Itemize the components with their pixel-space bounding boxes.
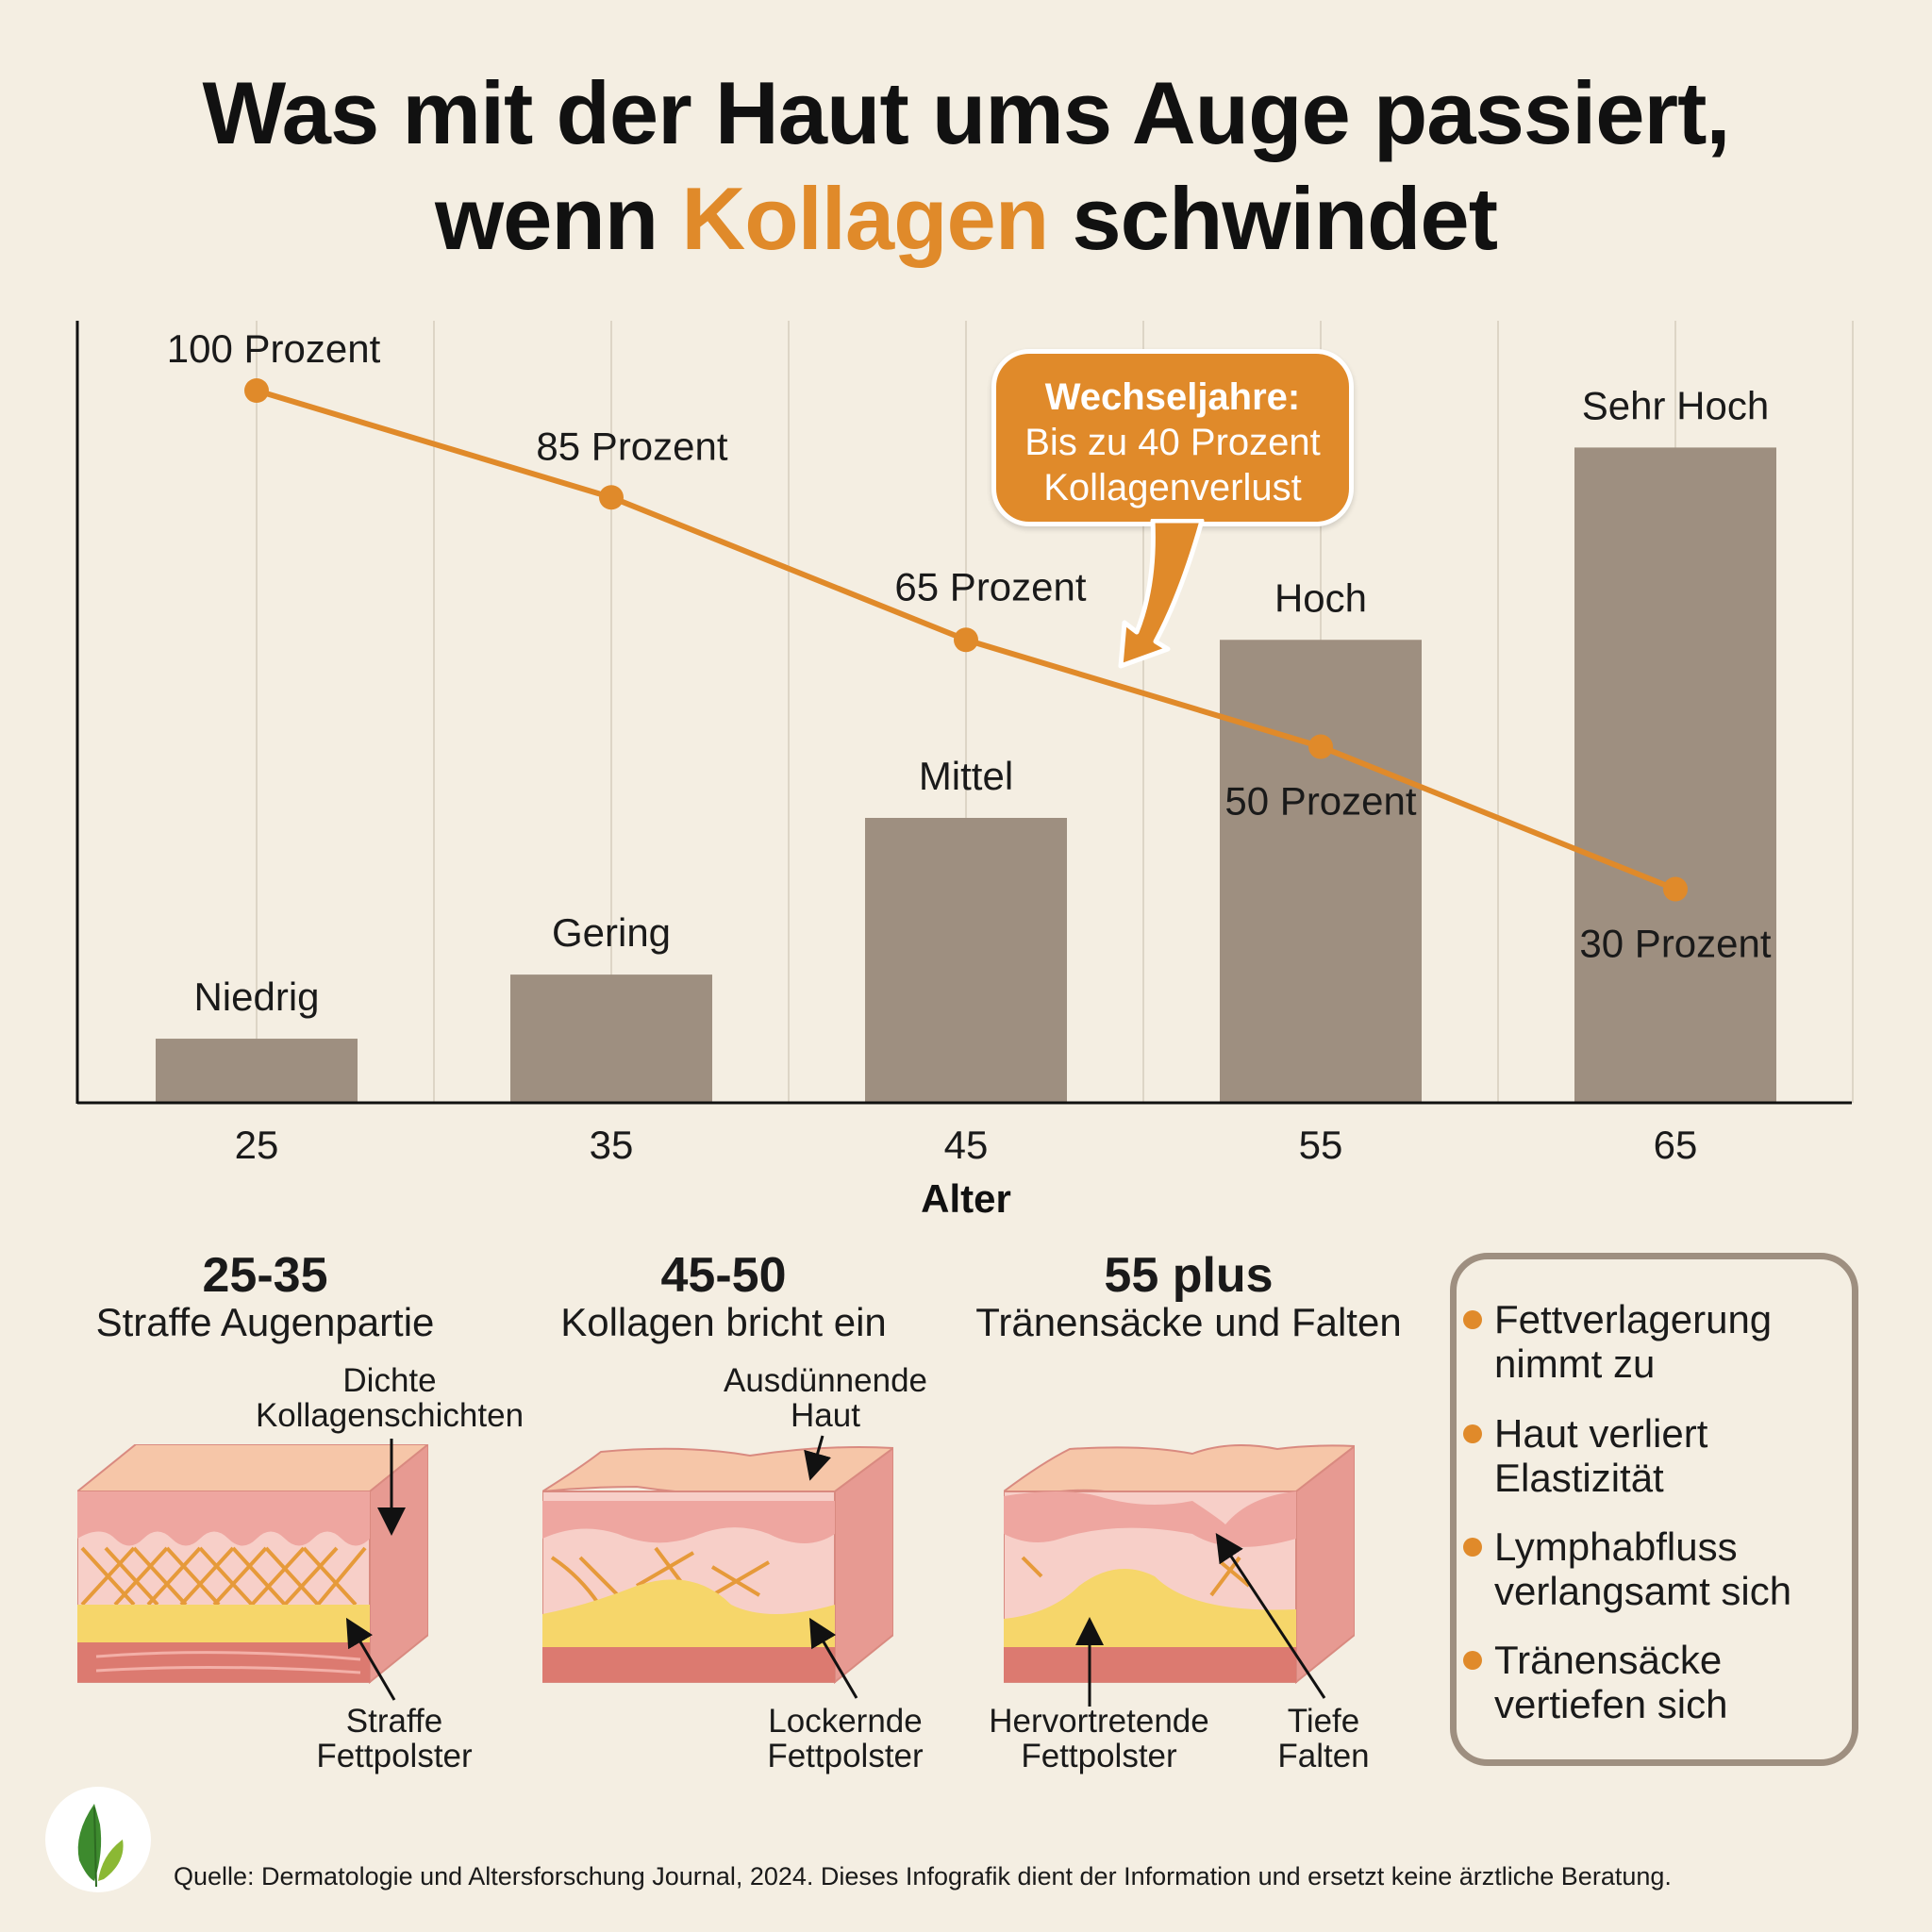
- skin-illustration-young: [77, 1444, 428, 1684]
- bar: [1220, 640, 1422, 1103]
- effect-item: Lymphabfluss verlangsamt sich: [1463, 1524, 1792, 1613]
- callout-line1: Bis zu 40 Prozent: [1024, 422, 1321, 463]
- bar: [510, 974, 712, 1103]
- annotation-label: Tiefe Falten: [1277, 1704, 1369, 1774]
- effect-line: vertiefen sich: [1494, 1682, 1728, 1726]
- effect-item: Tränensäcke vertiefen sich: [1463, 1638, 1728, 1726]
- callout-line2: Kollagenverlust: [1043, 467, 1302, 508]
- x-tick-label: 35: [590, 1123, 634, 1167]
- annotation-label: Hervortretende Fettpolster: [989, 1704, 1208, 1774]
- title-text: wenn: [434, 169, 682, 268]
- line-point: [599, 485, 624, 510]
- bar-level-label: Gering: [552, 910, 671, 955]
- annotation-label: Ausdünnende Haut: [724, 1363, 927, 1433]
- annotation-label: Straffe Fettpolster: [316, 1704, 472, 1774]
- annotation-line: Fettpolster: [767, 1738, 924, 1774]
- annotation-line: Fettpolster: [316, 1738, 473, 1774]
- annotation-line: Falten: [1277, 1738, 1370, 1774]
- line-point-label: 100 Prozent: [167, 326, 381, 371]
- bar-level-label: Mittel: [919, 754, 1013, 798]
- annotation-line: Tiefe: [1287, 1703, 1360, 1740]
- stage-range: 25-35: [202, 1248, 328, 1303]
- bullet-icon: [1463, 1651, 1482, 1670]
- annotation-label: Dichte Kollagenschichten: [256, 1363, 524, 1433]
- title-text: schwindet: [1048, 169, 1498, 268]
- effect-item: Fettverlagerung nimmt zu: [1463, 1297, 1773, 1386]
- x-tick-label: 65: [1654, 1123, 1698, 1167]
- bar: [1574, 447, 1776, 1103]
- annotation-line: Lockernde: [768, 1703, 923, 1740]
- effect-line: Fettverlagerung: [1494, 1297, 1773, 1341]
- callout-box: Wechseljahre: Bis zu 40 Prozent Kollagen…: [991, 349, 1354, 526]
- bar: [865, 818, 1067, 1103]
- line-point: [1308, 734, 1333, 759]
- annotation-line: Dichte: [342, 1362, 437, 1399]
- x-tick-label: 55: [1299, 1123, 1343, 1167]
- stage-caption: Tränensäcke und Falten: [975, 1300, 1402, 1344]
- callout-title: Wechseljahre:: [1044, 376, 1301, 418]
- effect-line: Haut verliert: [1494, 1411, 1708, 1456]
- stage-caption: Kollagen bricht ein: [560, 1300, 887, 1344]
- annotation-line: Hervortretende: [989, 1703, 1209, 1740]
- annotation-line: Fettpolster: [1021, 1738, 1177, 1774]
- effect-line: verlangsamt sich: [1494, 1569, 1792, 1613]
- line-point-label: 30 Prozent: [1579, 922, 1771, 966]
- logo-leaf-icon: [45, 1787, 151, 1892]
- effects-box: Fettverlagerung nimmt zu Haut verliert Ela…: [1450, 1253, 1858, 1766]
- bullet-icon: [1463, 1538, 1482, 1557]
- line-point: [244, 378, 269, 403]
- x-axis-title: Alter: [921, 1176, 1011, 1221]
- effect-line: Elastizität: [1494, 1456, 1664, 1500]
- callout-pointer-arrow: [1118, 519, 1205, 669]
- skin-illustration-middle: [542, 1446, 893, 1684]
- stage-range: 55 plus: [1104, 1248, 1274, 1303]
- title-accent: Kollagen: [681, 169, 1049, 268]
- effect-item: Haut verliert Elastizität: [1463, 1411, 1708, 1500]
- stage-caption: Straffe Augenpartie: [95, 1300, 435, 1344]
- effect-line: Tränensäcke: [1494, 1638, 1723, 1682]
- footer-source: Quelle: Dermatologie und Altersforschung…: [174, 1862, 1672, 1890]
- chart: Niedrig 25 Gering 35 Mittel 45 Hoch 55 Sehr Hoch…: [75, 321, 1854, 1221]
- bar-level-label: Hoch: [1274, 575, 1367, 620]
- line-point: [1663, 876, 1688, 902]
- bullet-icon: [1463, 1424, 1482, 1443]
- annotation-line: Straffe: [345, 1703, 443, 1740]
- line-point-label: 65 Prozent: [894, 564, 1086, 608]
- skin-illustration-old: [1004, 1444, 1355, 1684]
- annotation-line: Kollagenschichten: [255, 1397, 525, 1434]
- annotation-label: Lockernde Fettpolster: [767, 1704, 923, 1774]
- bar: [156, 1039, 358, 1103]
- page-title-line1: Was mit der Haut ums Auge passiert,: [202, 63, 1730, 162]
- effect-line: Lymphabfluss: [1494, 1524, 1738, 1569]
- line-point: [954, 627, 978, 653]
- effect-line: nimmt zu: [1494, 1341, 1656, 1386]
- line-point-label: 85 Prozent: [536, 424, 727, 468]
- annotation-line: Ausdünnende: [723, 1362, 928, 1399]
- page-title-line2: wenn Kollagen schwindet: [0, 166, 1932, 272]
- line-point-label: 50 Prozent: [1224, 779, 1416, 824]
- x-tick-label: 25: [235, 1123, 279, 1167]
- bar-level-label: Niedrig: [193, 974, 319, 1019]
- stage-range: 45-50: [660, 1248, 787, 1303]
- bullet-icon: [1463, 1310, 1482, 1329]
- x-tick-label: 45: [944, 1123, 989, 1167]
- bar-level-label: Sehr Hoch: [1582, 383, 1769, 427]
- annotation-line: Haut: [791, 1397, 860, 1434]
